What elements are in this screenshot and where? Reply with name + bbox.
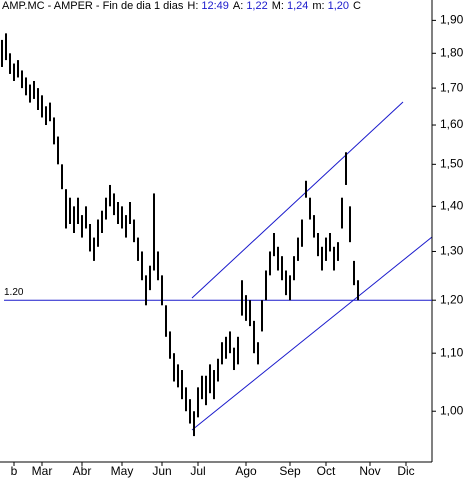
x-tick-label: Abr [73, 464, 92, 478]
y-tick-label: 1,60 [440, 117, 464, 131]
x-tick-label: Jul [190, 464, 205, 478]
header-field-label: C [353, 0, 361, 12]
header-field-value: 12:49 [201, 0, 229, 12]
h-line-label: 1.20 [4, 287, 24, 298]
y-tick-label: 1,40 [440, 199, 464, 213]
y-tick-label: 1,90 [440, 13, 464, 27]
x-tick-label: May [111, 464, 134, 478]
header-field-label: A: [233, 0, 243, 12]
header-field-value: 1,20 [328, 0, 349, 12]
header-field-label: m: [312, 0, 324, 12]
x-tick-label: Ago [235, 464, 257, 478]
header-title: AMP.MC - AMPER - Fin de dia 1 dias [2, 0, 184, 12]
y-tick-label: 1,10 [440, 345, 464, 359]
header-field-value: 1,22 [246, 0, 267, 12]
x-tick-label: b [11, 464, 18, 478]
x-tick-label: Jun [152, 464, 171, 478]
header-field-value: 1,24 [287, 0, 308, 12]
x-tick-label: Sep [279, 464, 301, 478]
y-tick-label: 1,80 [440, 45, 464, 59]
y-tick-label: 1,20 [440, 292, 464, 306]
x-tick-label: Nov [359, 464, 380, 478]
x-tick-label: Dic [397, 464, 414, 478]
y-tick-label: 1,50 [440, 156, 464, 170]
y-tick-label: 1,30 [440, 244, 464, 258]
y-tick-label: 1,00 [440, 403, 464, 417]
header-field-label: M: [272, 0, 284, 12]
header: AMP.MC - AMPER - Fin de dia 1 dias H: 12:4… [2, 0, 361, 12]
x-tick-label: Mar [32, 464, 53, 478]
header-text: AMP.MC - AMPER - Fin de dia 1 dias H: 12:4… [2, 0, 361, 12]
y-tick-label: 1,70 [440, 80, 464, 94]
trend-line-upper [191, 101, 404, 299]
header-field-label: H: [187, 0, 198, 12]
trend-line-lower [191, 236, 433, 431]
x-tick-label: Oct [317, 464, 336, 478]
